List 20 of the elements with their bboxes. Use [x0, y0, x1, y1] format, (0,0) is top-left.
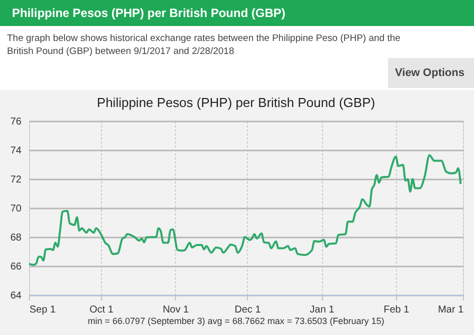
text: Philippine Pesos (PHP) per British Pound (GBP) — [96, 95, 376, 110]
y-tick-label: 70 — [10, 204, 22, 214]
x-tick-label: Nov 1 — [162, 304, 190, 316]
x-tick-label: Feb 1 — [384, 304, 410, 316]
chart-title: Philippine Pesos (PHP) per British Pound (GBP) — [12, 6, 286, 20]
x-tick-label: Oct 1 — [89, 304, 114, 316]
y-tick-label: 64 — [10, 290, 22, 302]
text: min = 66.0797 (September 3) avg = 68.7662 max = 73.6503 (February 15) — [88, 316, 384, 326]
line-series — [28, 154, 462, 266]
y-tick-label: 76 — [10, 116, 22, 128]
y-tick-label: 74 — [10, 146, 22, 156]
chart-subtitle: The graph below shows historical exchange rates between the Philippine Peso (PHP) and the British Pound (GBP) between 9/1/2017 and 2/28/2018 — [7, 33, 400, 57]
x-tick-label: Jan 1 — [310, 304, 335, 316]
x-tick-label: Mar 1 — [438, 304, 464, 316]
y-tick-label: 66 — [10, 262, 22, 272]
x-tick-label: Dec 1 — [234, 304, 262, 316]
y-tick-label: 68 — [10, 232, 22, 244]
x-tick-label: Sep 1 — [30, 304, 56, 316]
text: View Options — [395, 67, 464, 79]
y-tick-label: 72 — [10, 174, 22, 186]
